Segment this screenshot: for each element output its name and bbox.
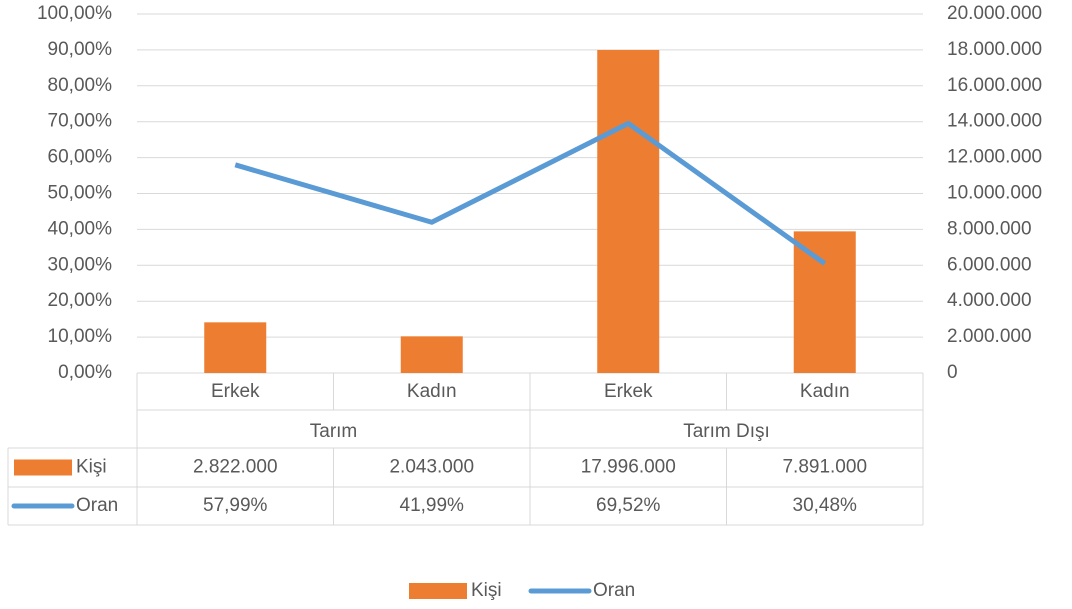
y2-tick-label: 10.000.000 [947, 183, 1042, 204]
bar [597, 49, 660, 373]
group-label: Tarım [310, 421, 358, 442]
y-tick-label: 90,00% [48, 39, 113, 60]
bar [400, 336, 463, 373]
y-tick-label: 20,00% [48, 290, 113, 311]
legend-text: Oran [593, 580, 635, 601]
y2-tick-label: 6.000.000 [947, 254, 1032, 275]
legend-key [409, 583, 467, 599]
bar [793, 231, 856, 373]
y-tick-label: 70,00% [48, 111, 113, 132]
table-value: 2.043.000 [389, 457, 474, 478]
y-tick-label: 0,00% [58, 362, 112, 383]
x-tick-label: Erkek [211, 381, 260, 402]
table-legend-key [14, 459, 72, 476]
table-value: 57,99% [203, 495, 268, 516]
y2-tick-label: 8.000.000 [947, 218, 1032, 239]
y-tick-label: 10,00% [48, 326, 113, 347]
table-legend-text: Oran [76, 495, 118, 516]
table-value: 30,48% [793, 495, 858, 516]
legend-text: Kişi [471, 580, 502, 601]
y2-tick-label: 12.000.000 [947, 147, 1042, 168]
group-label: Tarım Dışı [683, 421, 770, 442]
y-tick-label: 100,00% [37, 3, 112, 24]
y2-tick-label: 16.000.000 [947, 75, 1042, 96]
table-value: 7.891.000 [782, 457, 867, 478]
y2-tick-label: 20.000.000 [947, 3, 1042, 24]
table-value: 69,52% [596, 495, 661, 516]
table-value: 2.822.000 [193, 457, 278, 478]
y-tick-label: 60,00% [48, 147, 113, 168]
y2-tick-label: 18.000.000 [947, 39, 1042, 60]
line [234, 120, 827, 266]
y2-tick-label: 0 [947, 362, 958, 383]
table-value: 41,99% [400, 495, 465, 516]
y-tick-label: 50,00% [48, 183, 113, 204]
y-tick-label: 80,00% [48, 75, 113, 96]
y2-tick-label: 4.000.000 [947, 290, 1032, 311]
x-tick-label: Kadın [407, 381, 457, 402]
table-value: 17.996.000 [581, 457, 676, 478]
bar [204, 322, 267, 373]
y-tick-label: 30,00% [48, 254, 113, 275]
table-legend-text: Kişi [76, 457, 107, 478]
y-tick-label: 40,00% [48, 218, 113, 239]
y2-tick-label: 2.000.000 [947, 326, 1032, 347]
x-tick-label: Erkek [604, 381, 653, 402]
x-tick-label: Kadın [800, 381, 850, 402]
y2-tick-label: 14.000.000 [947, 111, 1042, 132]
